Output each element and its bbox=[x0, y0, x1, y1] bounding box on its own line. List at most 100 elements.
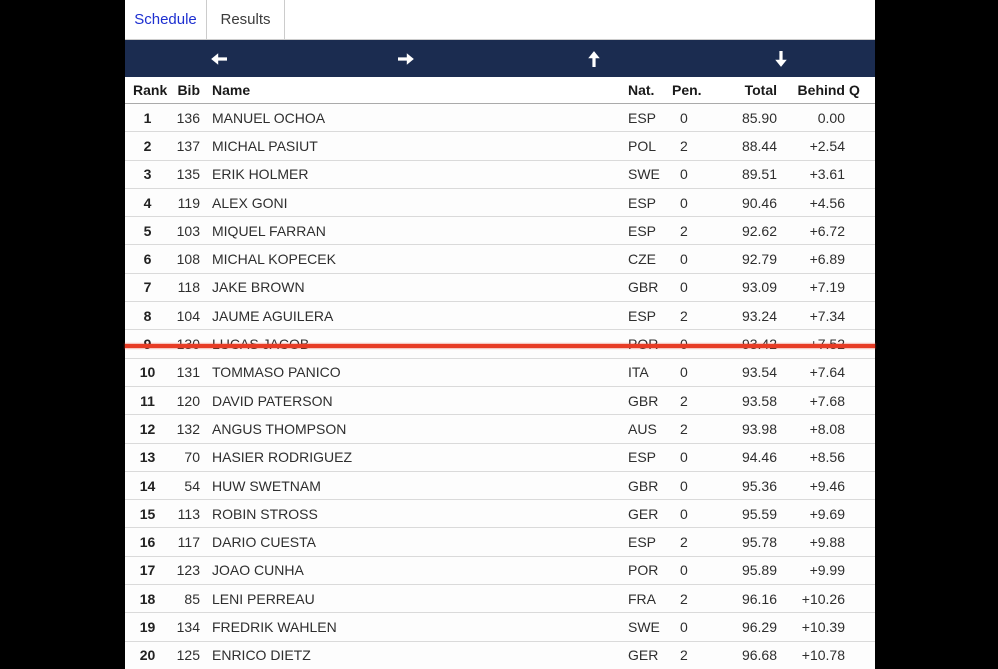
penalty-cell: 2 bbox=[672, 131, 717, 161]
penalty-cell: 0 bbox=[672, 159, 717, 189]
nation-cell: SWE bbox=[625, 612, 672, 642]
total-cell: 92.79 bbox=[717, 244, 777, 274]
name-cell: MICHAL PASIUT bbox=[200, 131, 625, 161]
name-cell: LENI PERREAU bbox=[200, 584, 625, 613]
name-cell: ANGUS THOMPSON bbox=[200, 414, 625, 444]
rank-cell: 8 bbox=[125, 301, 170, 330]
table-row[interactable]: 2 137 MICHAL PASIUT POL 2 88.44 +2.54 bbox=[125, 131, 875, 161]
rank-cell: 10 bbox=[125, 357, 170, 387]
next-heat-button[interactable] bbox=[313, 40, 501, 77]
total-cell: 95.59 bbox=[717, 499, 777, 528]
arrow-right-icon bbox=[396, 51, 416, 67]
rank-cell: 18 bbox=[125, 584, 170, 613]
col-header-name: Name bbox=[200, 77, 625, 104]
table-row[interactable]: 20 125 ENRICO DIETZ GER 2 96.68 +10.78 bbox=[125, 640, 875, 669]
nation-cell: ESP bbox=[625, 442, 672, 472]
total-cell: 96.29 bbox=[717, 612, 777, 642]
rank-cell: 20 bbox=[125, 640, 170, 669]
name-cell: HASIER RODRIGUEZ bbox=[200, 442, 625, 472]
nation-cell: CZE bbox=[625, 244, 672, 274]
behind-cell: +6.89 bbox=[777, 244, 845, 274]
screen: Schedule Results bbox=[125, 0, 876, 669]
behind-cell: 0.00 bbox=[777, 102, 845, 132]
nation-cell: AUS bbox=[625, 414, 672, 444]
table-row[interactable]: 17 123 JOAO CUNHA POR 0 95.89 +9.99 bbox=[125, 555, 875, 585]
behind-cell: +7.19 bbox=[777, 272, 845, 302]
behind-cell: +9.46 bbox=[777, 470, 845, 500]
tab-results[interactable]: Results bbox=[207, 0, 285, 39]
name-cell: DAVID PATERSON bbox=[200, 385, 625, 415]
bib-cell: 135 bbox=[170, 159, 200, 189]
prev-heat-button[interactable] bbox=[125, 40, 313, 77]
rank-cell: 19 bbox=[125, 612, 170, 642]
tab-schedule[interactable]: Schedule bbox=[125, 0, 207, 39]
table-row[interactable]: 4 119 ALEX GONI ESP 0 90.46 +4.56 bbox=[125, 187, 875, 217]
q-cell bbox=[845, 131, 875, 161]
results-table: Rank Bib Name Nat. Pen. Total Behind Q 1… bbox=[125, 77, 875, 669]
penalty-cell: 0 bbox=[672, 499, 717, 528]
qualification-cutoff-line bbox=[125, 344, 875, 348]
table-row[interactable]: 18 85 LENI PERREAU FRA 2 96.16 +10.26 bbox=[125, 584, 875, 613]
total-cell: 96.16 bbox=[717, 584, 777, 613]
nation-cell: GBR bbox=[625, 385, 672, 415]
table-row[interactable]: 12 132 ANGUS THOMPSON AUS 2 93.98 +8.08 bbox=[125, 414, 875, 444]
total-cell: 92.62 bbox=[717, 216, 777, 245]
penalty-cell: 2 bbox=[672, 385, 717, 415]
total-cell: 93.24 bbox=[717, 301, 777, 330]
penalty-cell: 2 bbox=[672, 414, 717, 444]
nation-cell: ESP bbox=[625, 527, 672, 557]
rank-cell: 7 bbox=[125, 272, 170, 302]
bib-cell: 137 bbox=[170, 131, 200, 161]
penalty-cell: 2 bbox=[672, 640, 717, 669]
q-cell bbox=[845, 385, 875, 415]
penalty-cell: 2 bbox=[672, 301, 717, 330]
total-cell: 88.44 bbox=[717, 131, 777, 161]
bib-cell: 136 bbox=[170, 102, 200, 132]
table-row[interactable]: 3 135 ERIK HOLMER SWE 0 89.51 +3.61 bbox=[125, 159, 875, 189]
bib-cell: 125 bbox=[170, 640, 200, 669]
table-row[interactable]: 14 54 HUW SWETNAM GBR 0 95.36 +9.46 bbox=[125, 470, 875, 500]
total-cell: 93.98 bbox=[717, 414, 777, 444]
table-row[interactable]: 1 136 MANUEL OCHOA ESP 0 85.90 0.00 bbox=[125, 102, 875, 132]
name-cell: ROBIN STROSS bbox=[200, 499, 625, 528]
table-row[interactable]: 6 108 MICHAL KOPECEK CZE 0 92.79 +6.89 bbox=[125, 244, 875, 274]
table-row[interactable]: 13 70 HASIER RODRIGUEZ ESP 0 94.46 +8.56 bbox=[125, 442, 875, 472]
penalty-cell: 0 bbox=[672, 272, 717, 302]
bib-cell: 131 bbox=[170, 357, 200, 387]
scroll-up-button[interactable] bbox=[500, 40, 688, 77]
table-row[interactable]: 11 120 DAVID PATERSON GBR 2 93.58 +7.68 bbox=[125, 385, 875, 415]
scroll-down-button[interactable] bbox=[688, 40, 876, 77]
behind-cell: +3.61 bbox=[777, 159, 845, 189]
behind-cell: +10.78 bbox=[777, 640, 845, 669]
nation-cell: POR bbox=[625, 555, 672, 585]
table-row[interactable]: 19 134 FREDRIK WAHLEN SWE 0 96.29 +10.39 bbox=[125, 612, 875, 642]
table-row[interactable]: 16 117 DARIO CUESTA ESP 2 95.78 +9.88 bbox=[125, 527, 875, 557]
table-row[interactable]: 10 131 TOMMASO PANICO ITA 0 93.54 +7.64 bbox=[125, 357, 875, 387]
name-cell: ERIK HOLMER bbox=[200, 159, 625, 189]
behind-cell: +6.72 bbox=[777, 216, 845, 245]
penalty-cell: 2 bbox=[672, 527, 717, 557]
nation-cell: GER bbox=[625, 640, 672, 669]
table-row[interactable]: 8 104 JAUME AGUILERA ESP 2 93.24 +7.34 bbox=[125, 301, 875, 330]
arrow-down-icon bbox=[773, 49, 789, 69]
name-cell: MICHAL KOPECEK bbox=[200, 244, 625, 274]
q-cell bbox=[845, 159, 875, 189]
penalty-cell: 0 bbox=[672, 187, 717, 217]
bib-cell: 123 bbox=[170, 555, 200, 585]
arrow-left-icon bbox=[209, 51, 229, 67]
table-row[interactable]: 15 113 ROBIN STROSS GER 0 95.59 +9.69 bbox=[125, 499, 875, 528]
table-row[interactable]: 7 118 JAKE BROWN GBR 0 93.09 +7.19 bbox=[125, 272, 875, 302]
q-cell bbox=[845, 640, 875, 669]
name-cell: ALEX GONI bbox=[200, 187, 625, 217]
table-row[interactable]: 5 103 MIQUEL FARRAN ESP 2 92.62 +6.72 bbox=[125, 216, 875, 245]
total-cell: 95.89 bbox=[717, 555, 777, 585]
penalty-cell: 0 bbox=[672, 102, 717, 132]
q-cell bbox=[845, 102, 875, 132]
tab-bar: Schedule Results bbox=[125, 0, 875, 40]
table-header: Rank Bib Name Nat. Pen. Total Behind Q bbox=[125, 77, 875, 104]
behind-cell: +7.64 bbox=[777, 357, 845, 387]
rank-cell: 13 bbox=[125, 442, 170, 472]
q-cell bbox=[845, 555, 875, 585]
q-cell bbox=[845, 584, 875, 613]
col-header-behind: Behind bbox=[777, 77, 845, 104]
